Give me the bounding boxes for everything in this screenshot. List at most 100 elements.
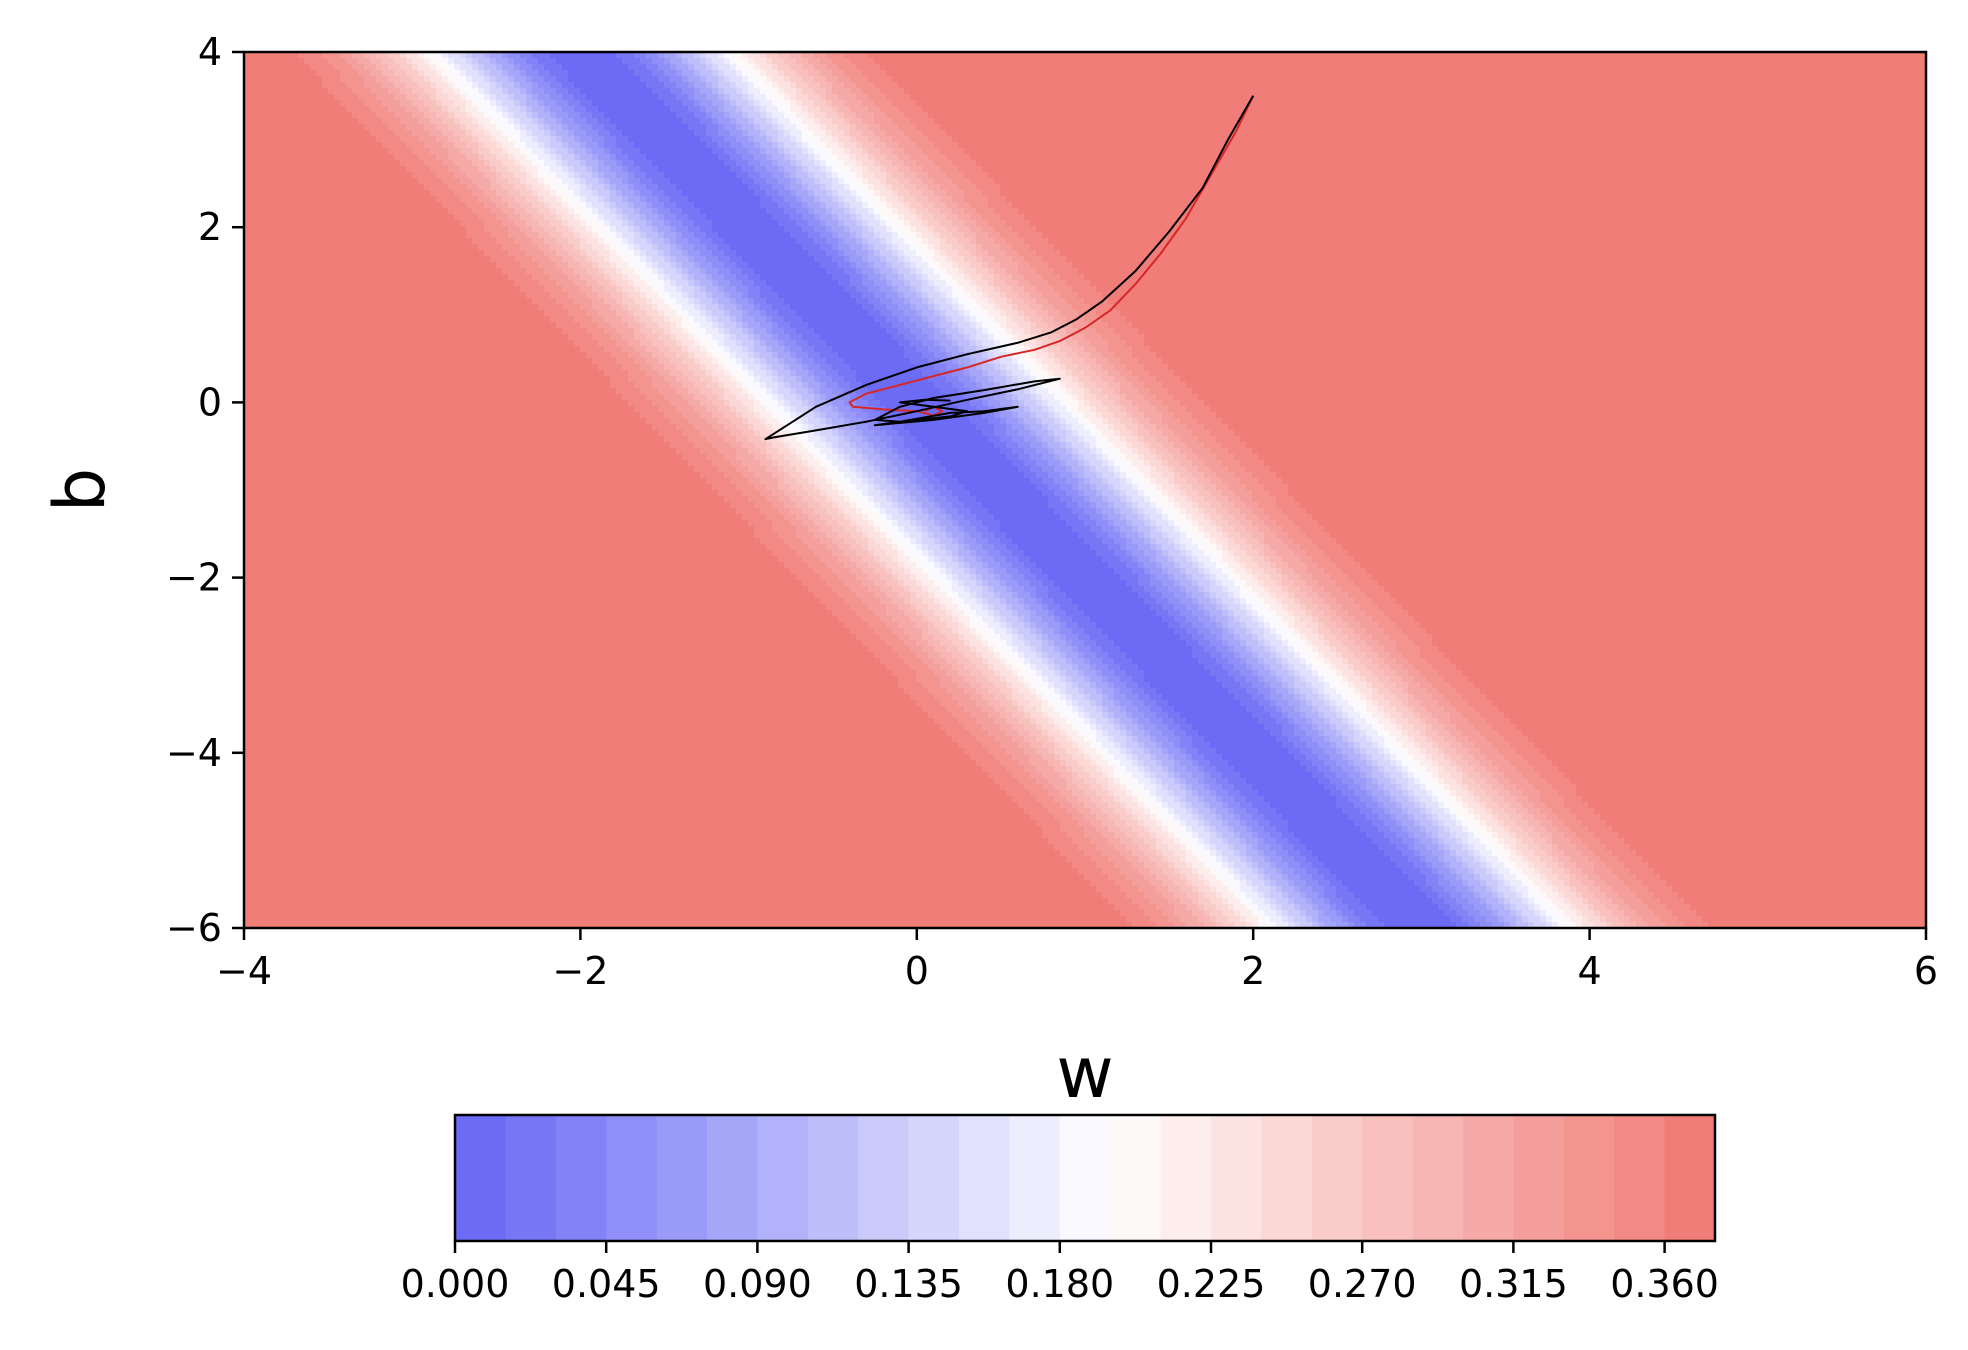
contour-cell <box>550 76 557 83</box>
contour-cell <box>808 58 815 65</box>
contour-cell <box>1138 88 1145 95</box>
contour-cell <box>430 100 437 107</box>
contour-cell <box>1510 88 1517 95</box>
contour-cell <box>556 136 563 143</box>
contour-cell <box>1132 148 1139 155</box>
contour-cell <box>1654 142 1661 149</box>
contour-cell <box>1600 136 1607 143</box>
contour-cell <box>1216 52 1223 59</box>
contour-cell <box>1618 130 1625 137</box>
contour-cell <box>1906 142 1913 149</box>
contour-cell <box>958 64 965 71</box>
contour-cell <box>580 64 587 71</box>
contour-cell <box>1780 76 1787 83</box>
contour-cell <box>286 70 293 77</box>
contour-cell <box>1480 70 1487 77</box>
contour-cell <box>280 82 287 89</box>
contour-cell <box>1204 124 1211 131</box>
contour-cell <box>1156 136 1163 143</box>
contour-cell <box>1462 52 1469 59</box>
contour-cell <box>1468 136 1475 143</box>
contour-cell <box>1642 100 1649 107</box>
contour-cell <box>1264 136 1271 143</box>
contour-cell <box>1330 64 1337 71</box>
contour-cell <box>1618 112 1625 119</box>
contour-cell <box>1138 52 1145 59</box>
contour-cell <box>1660 52 1667 59</box>
contour-cell <box>730 64 737 71</box>
contour-cell <box>1330 58 1337 65</box>
contour-cell <box>400 112 407 119</box>
contour-cell <box>910 94 917 101</box>
contour-cell <box>1378 82 1385 89</box>
contour-cell <box>1030 154 1037 161</box>
contour-cell <box>508 88 515 95</box>
contour-cell <box>1114 100 1121 107</box>
contour-cell <box>724 88 731 95</box>
contour-cell <box>1540 112 1547 119</box>
contour-cell <box>1552 106 1559 113</box>
contour-cell <box>1624 70 1631 77</box>
contour-cell <box>1738 136 1745 143</box>
contour-cell <box>1036 94 1043 101</box>
contour-cell <box>1276 148 1283 155</box>
contour-cell <box>1198 136 1205 143</box>
contour-cell <box>1564 148 1571 155</box>
contour-cell <box>532 136 539 143</box>
contour-cell <box>1114 154 1121 161</box>
contour-cell <box>820 94 827 101</box>
contour-cell <box>1330 76 1337 83</box>
contour-cell <box>400 106 407 113</box>
contour-cell <box>1342 76 1349 83</box>
contour-cell <box>754 130 761 137</box>
contour-cell <box>1366 136 1373 143</box>
contour-cell <box>1792 136 1799 143</box>
contour-cell <box>1198 154 1205 161</box>
contour-cell <box>1426 52 1433 59</box>
contour-cell <box>1300 52 1307 59</box>
contour-cell <box>1216 64 1223 71</box>
contour-cell <box>310 136 317 143</box>
contour-cell <box>718 64 725 71</box>
contour-cell <box>1126 106 1133 113</box>
contour-cell <box>1018 70 1025 77</box>
contour-cell <box>586 76 593 83</box>
contour-cell <box>1180 124 1187 131</box>
contour-cell <box>1372 82 1379 89</box>
contour-cell <box>262 124 269 131</box>
contour-cell <box>322 148 329 155</box>
contour-cell <box>784 112 791 119</box>
contour-cell <box>454 118 461 125</box>
contour-cell <box>1318 142 1325 149</box>
contour-cell <box>664 88 671 95</box>
contour-cell <box>334 70 341 77</box>
contour-cell <box>526 88 533 95</box>
contour-cell <box>790 76 797 83</box>
contour-cell <box>1840 100 1847 107</box>
contour-cell <box>568 76 575 83</box>
contour-cell <box>1072 94 1079 101</box>
contour-cell <box>1102 70 1109 77</box>
contour-cell <box>574 70 581 77</box>
contour-cell <box>970 58 977 65</box>
contour-cell <box>1114 130 1121 137</box>
contour-cell <box>1276 76 1283 83</box>
contour-cell <box>742 88 749 95</box>
contour-cell <box>1258 112 1265 119</box>
contour-cell <box>838 76 845 83</box>
contour-cell <box>604 136 611 143</box>
contour-cell <box>1780 100 1787 107</box>
contour-cell <box>838 94 845 101</box>
contour-cell <box>1240 52 1247 59</box>
contour-cell <box>394 136 401 143</box>
contour-cell <box>1660 112 1667 119</box>
contour-cell <box>1906 100 1913 107</box>
contour-cell <box>1162 136 1169 143</box>
contour-cell <box>676 106 683 113</box>
contour-cell <box>838 130 845 137</box>
contour-cell <box>1294 76 1301 83</box>
contour-cell <box>1138 64 1145 71</box>
contour-cell <box>646 136 653 143</box>
contour-cell <box>1528 136 1535 143</box>
